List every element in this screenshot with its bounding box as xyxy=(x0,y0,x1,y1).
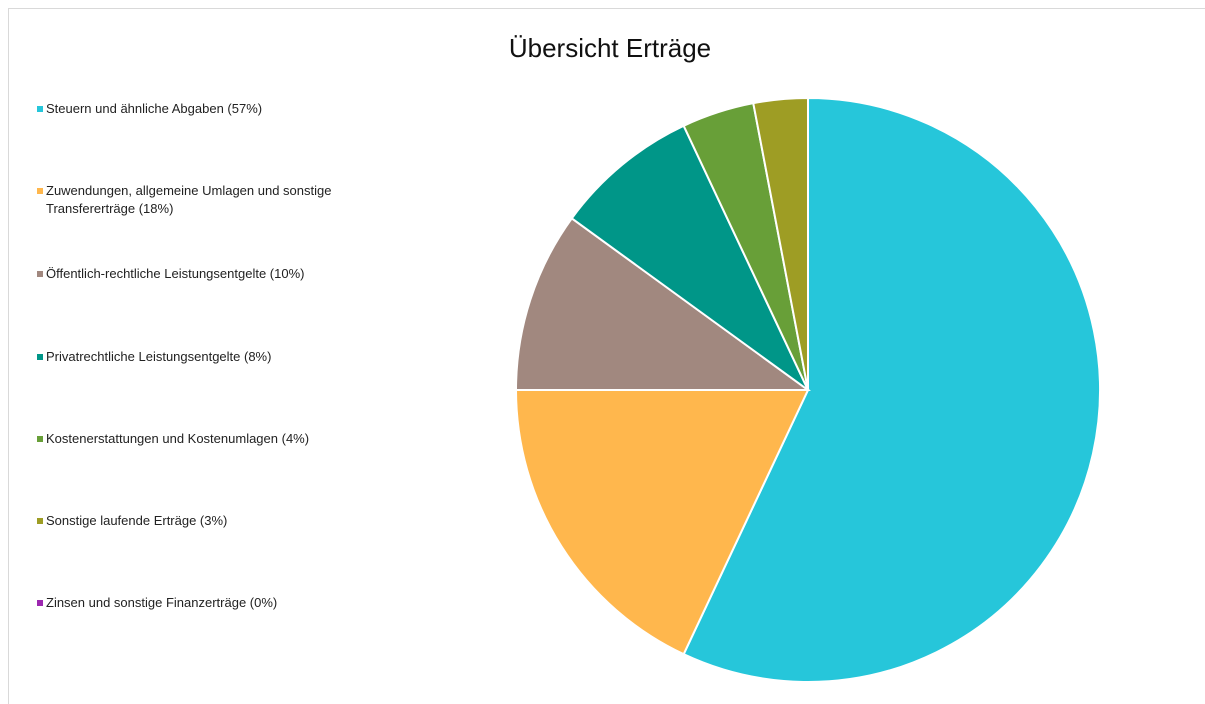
legend-item: Öffentlich-rechtliche Leistungsentgelte … xyxy=(37,265,407,283)
legend-item: Kostenerstattungen und Kostenumlagen (4%… xyxy=(37,430,407,448)
legend-swatch xyxy=(37,271,43,277)
chart-title: Übersicht Erträge xyxy=(509,33,711,63)
legend-item: Zuwendungen, allgemeine Umlagen und sons… xyxy=(37,182,407,218)
legend-swatch xyxy=(37,436,43,442)
legend-item: Steuern und ähnliche Abgaben (57%) xyxy=(37,100,407,118)
pie-slice xyxy=(682,96,1101,683)
legend-label: Zinsen und sonstige Finanzerträge (0%) xyxy=(46,595,278,610)
legend-label: Steuern und ähnliche Abgaben (57%) xyxy=(46,101,263,116)
pie-slice xyxy=(514,389,810,656)
legend-swatch xyxy=(37,354,43,360)
pie-slice xyxy=(570,124,809,391)
chart-frame xyxy=(8,8,1205,704)
legend-label: Sonstige laufende Erträge (3%) xyxy=(46,513,228,528)
legend-swatch xyxy=(37,106,43,112)
legend-label: Kostenerstattungen und Kostenumlagen (4%… xyxy=(46,431,310,446)
legend-label: Privatrechtliche Leistungsentgelte (8%) xyxy=(46,349,272,364)
legend-swatch xyxy=(37,600,43,606)
legend-item: Privatrechtliche Leistungsentgelte (8%) xyxy=(37,348,407,366)
legend-label: Öffentlich-rechtliche Leistungsentgelte … xyxy=(46,266,305,281)
legend-label: Zuwendungen, allgemeine Umlagen und sons… xyxy=(46,183,332,216)
legend-swatch xyxy=(37,518,43,524)
legend-item: Zinsen und sonstige Finanzerträge (0%) xyxy=(37,594,407,612)
legend-swatch xyxy=(37,188,43,194)
pie-slice xyxy=(514,216,812,391)
legend-item: Sonstige laufende Erträge (3%) xyxy=(37,512,407,530)
